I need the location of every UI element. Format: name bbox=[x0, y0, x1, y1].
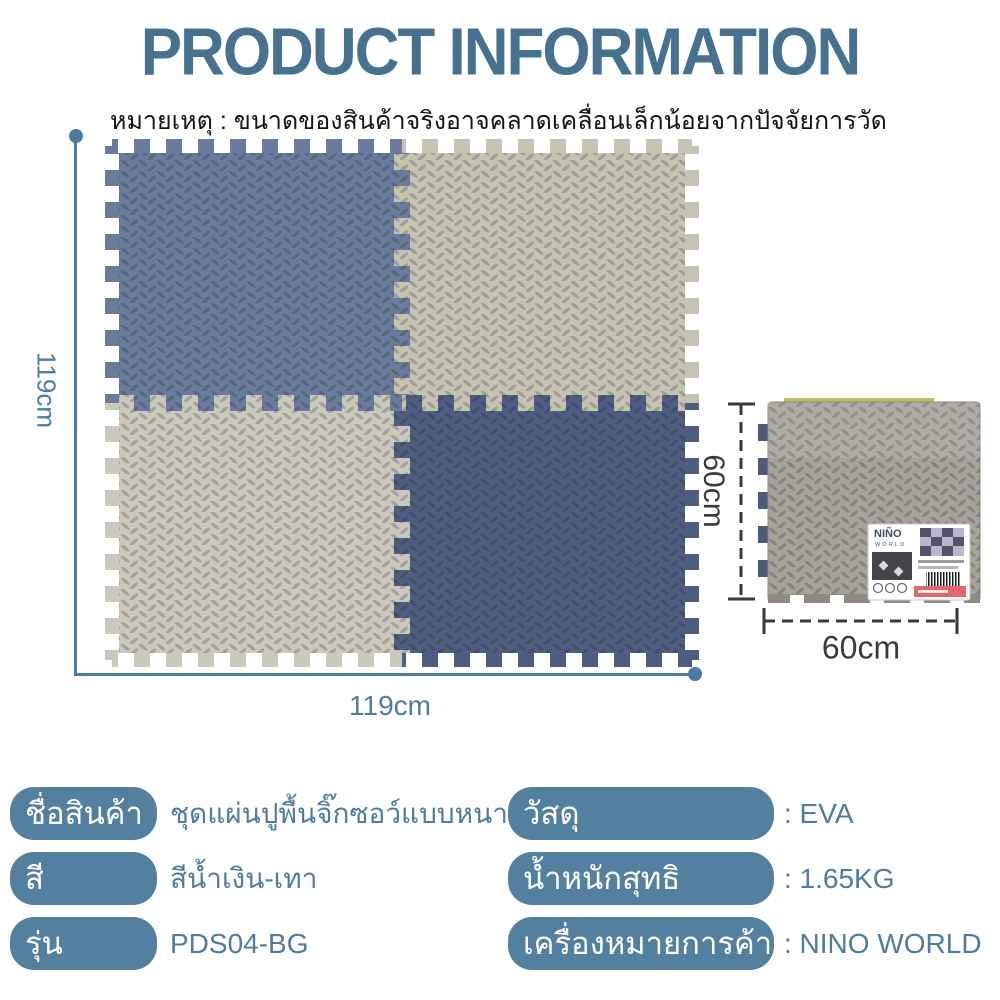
spec-value-net-weight: : 1.65KG bbox=[784, 863, 895, 894]
label-brand: NIÑO bbox=[874, 527, 902, 540]
label-room-photo bbox=[872, 552, 912, 580]
mat-edge-teeth bbox=[112, 139, 402, 153]
dimension-line-width bbox=[74, 673, 696, 676]
spec-label-color: สี bbox=[10, 852, 157, 905]
tile-dimension-lines bbox=[728, 402, 959, 634]
dimension-line-height bbox=[74, 135, 77, 676]
measurement-note: หมายเหตุ : ขนาดของสินค้าจริงอาจคลาดเคลื่… bbox=[110, 107, 887, 135]
spec-label-product-name: ชื่อสินค้า bbox=[10, 787, 157, 840]
spec-label-trademark: เครื่องหมายการค้า bbox=[508, 917, 774, 970]
tile-width-label: 60cm bbox=[821, 629, 901, 666]
mat-width-label: 119cm bbox=[349, 690, 431, 721]
mat-edge-teeth bbox=[402, 653, 692, 667]
label-text-bar bbox=[918, 566, 958, 569]
dimension-endpoint-dot bbox=[688, 667, 702, 681]
label-red-stripe bbox=[914, 586, 966, 597]
spec-label-model: รุ่น bbox=[10, 917, 157, 970]
label-mat-picture bbox=[920, 528, 964, 556]
mat-edge-teeth bbox=[685, 146, 699, 403]
mat-height-label: 119cm bbox=[31, 351, 62, 429]
tile-height-label: 60cm bbox=[697, 454, 730, 528]
dimension-endpoint-dot bbox=[69, 129, 83, 143]
tile-stack-photo: NIÑO WORLD bbox=[728, 398, 981, 634]
mat-edge-teeth bbox=[402, 139, 692, 153]
tile-stack-group: NIÑO WORLD bbox=[758, 398, 981, 604]
label-barcode bbox=[926, 572, 960, 586]
wrap-shine bbox=[768, 402, 980, 458]
mat-assembled-image bbox=[105, 139, 699, 667]
mat-edge-teeth bbox=[105, 403, 119, 660]
label-brand-sub: WORLD bbox=[875, 542, 906, 548]
mat-edge-teeth bbox=[685, 403, 699, 660]
package-label: NIÑO WORLD bbox=[867, 523, 971, 601]
under-mat-teeth bbox=[758, 424, 770, 577]
page-title: PRODUCT INFORMATION bbox=[140, 15, 862, 90]
spec-value-color: สีน้ำเงิน-เทา bbox=[170, 863, 318, 894]
mat-edge-teeth bbox=[112, 653, 402, 667]
spec-value-model: PDS04-BG bbox=[170, 928, 309, 959]
mat-edge-teeth bbox=[105, 146, 119, 403]
label-text-bar bbox=[918, 560, 964, 563]
spec-value-material: : EVA bbox=[784, 798, 854, 829]
spec-label-net-weight: น้ำหนักสุทธิ bbox=[508, 852, 774, 905]
spec-label-material: วัสดุ bbox=[508, 787, 774, 840]
mat-texture bbox=[112, 146, 692, 660]
spec-value-trademark: : NINO WORLD bbox=[784, 928, 982, 959]
label-safety-icons bbox=[872, 582, 908, 594]
